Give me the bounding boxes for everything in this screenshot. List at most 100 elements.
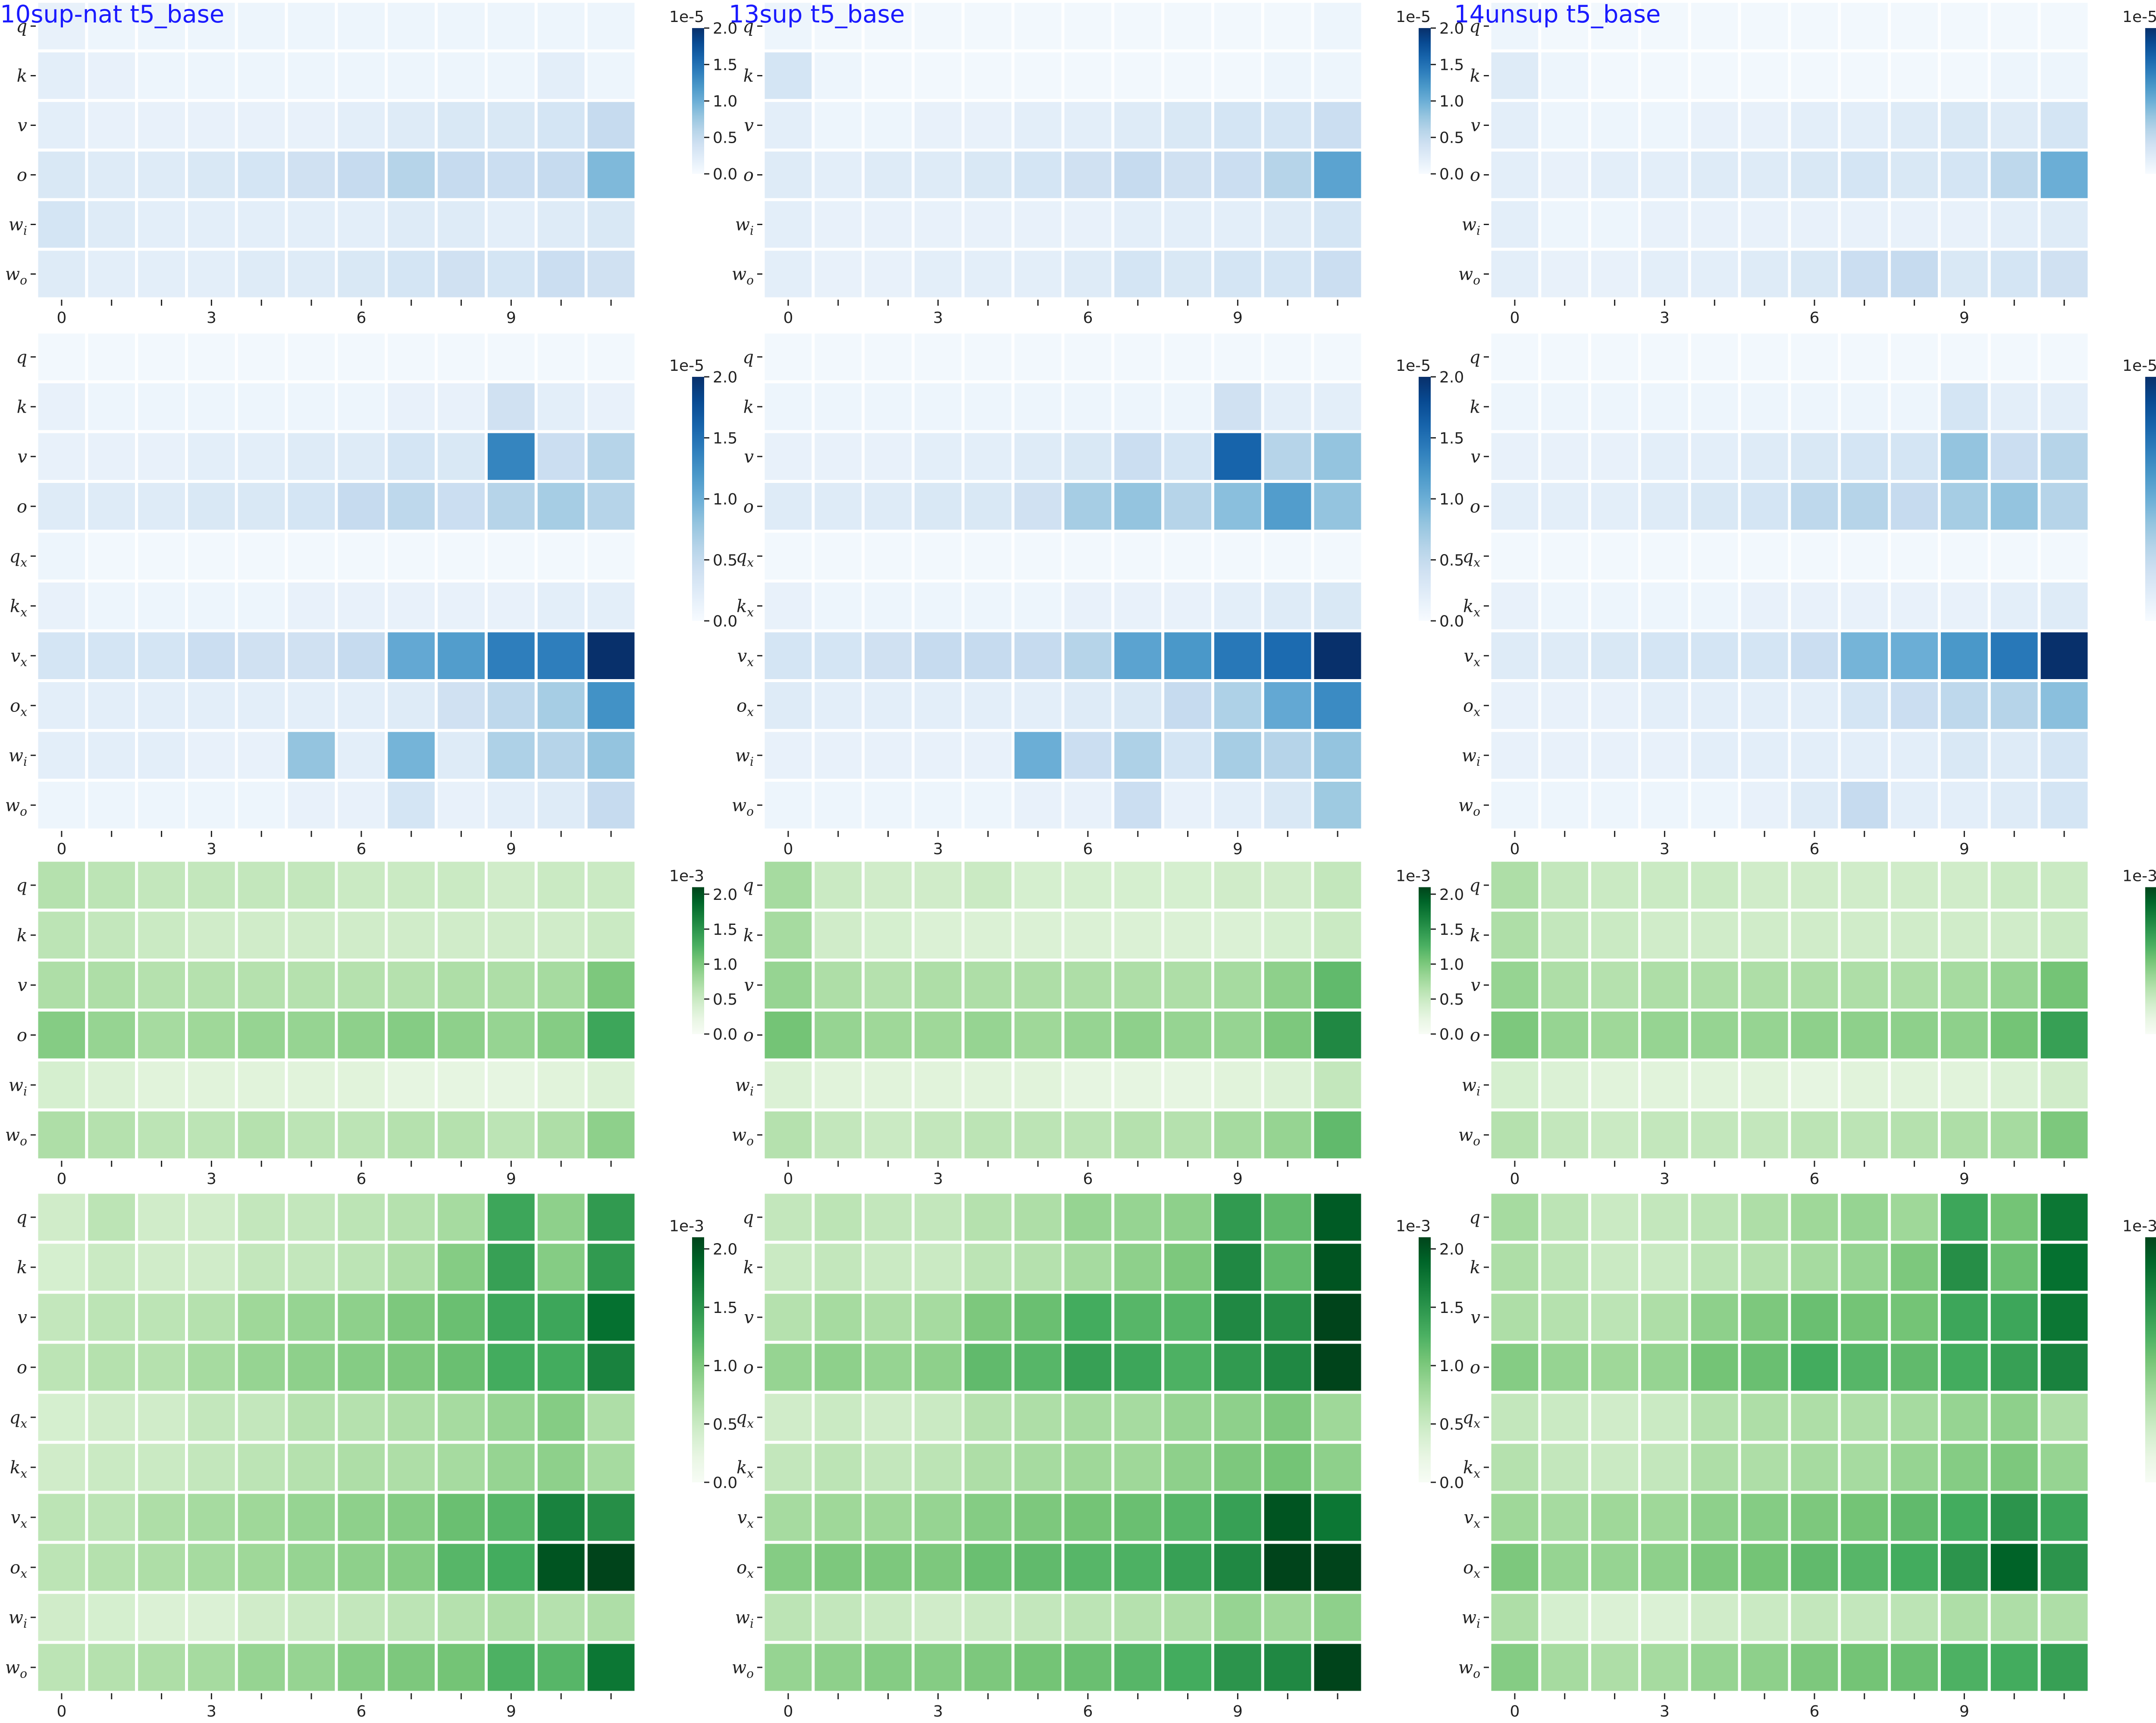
y-tick-label: kx <box>736 1458 754 1481</box>
heatmap-cell <box>534 1190 588 1244</box>
heatmap-cell <box>1211 380 1264 433</box>
colorbar-tick-label: 1.5 <box>1439 429 1464 447</box>
heatmap-cell <box>761 1491 815 1544</box>
heatmap-cell <box>1738 1190 1791 1244</box>
y-tick-label: v <box>17 447 27 467</box>
heatmap-cell <box>1061 1441 1115 1494</box>
heatmap-cell <box>1688 99 1741 152</box>
colorbar-scale-label: 1e-5 <box>2122 8 2156 26</box>
heatmap-cell <box>1111 1441 1165 1494</box>
heatmap-cell <box>185 679 238 732</box>
heatmap-cell <box>1688 480 1741 533</box>
heatmap-cell <box>1938 1291 1991 1344</box>
heatmap-cell <box>335 529 388 583</box>
heatmap-cell <box>235 959 288 1012</box>
y-tick-label: wi <box>9 1075 27 1098</box>
heatmap-cell <box>961 779 1015 832</box>
y-tick-label: wo <box>5 796 27 818</box>
heatmap-cell <box>35 1058 88 1112</box>
heatmap-cell <box>1838 779 1891 832</box>
heatmap-cell <box>912 0 965 53</box>
heatmap-cell <box>761 380 815 433</box>
heatmap-cell <box>485 1341 538 1394</box>
y-tick-label: wi <box>735 1608 754 1631</box>
y-tick-label: vx <box>737 1508 754 1531</box>
heatmap-cell <box>961 1009 1015 1062</box>
heatmap-cell <box>1111 1190 1165 1244</box>
heatmap-cell <box>1838 1641 1891 1694</box>
heatmap-cell <box>1588 779 1642 832</box>
heatmap-cell <box>862 148 915 201</box>
heatmap-cell <box>1888 858 1941 912</box>
heatmap-cell <box>961 1241 1015 1294</box>
heatmap-cell <box>912 1391 965 1444</box>
heatmap-cell <box>1788 908 1841 962</box>
heatmap-cell <box>185 908 238 962</box>
heatmap-cell <box>1061 1009 1115 1062</box>
y-tick-label: vx <box>737 646 754 669</box>
heatmap-cell <box>1011 480 1065 533</box>
heatmap-cell <box>862 529 915 583</box>
heatmap-cell <box>534 1291 588 1344</box>
heatmap-cell <box>1638 1291 1691 1344</box>
heatmap-cell <box>1488 49 1542 102</box>
heatmap-cell <box>135 1108 188 1162</box>
heatmap-cell <box>435 0 488 53</box>
colorbar <box>2145 887 2156 1034</box>
heatmap-panel-row1-col1: q k v o wi wo 0 3 6 9 0.0 0.5 1.0 1.5 2.0 1e-5 <box>5 0 737 327</box>
heatmap-cell <box>35 858 88 912</box>
heatmap-cell <box>2037 148 2091 201</box>
colorbar-scale-label: 1e-3 <box>2122 868 2156 885</box>
heatmap-cell <box>1161 959 1215 1012</box>
heatmap-cell <box>435 1190 488 1244</box>
heatmap-cell <box>485 1108 538 1162</box>
heatmap-cell <box>1488 959 1542 1012</box>
heatmap-cell <box>35 629 88 682</box>
heatmap-cell <box>534 1441 588 1494</box>
heatmap-cell <box>1311 1058 1364 1112</box>
y-tick-label: vx <box>11 1508 28 1531</box>
heatmap-cell <box>185 330 238 383</box>
heatmap-cell <box>1588 1241 1642 1294</box>
heatmap-cell <box>135 959 188 1012</box>
heatmap-cell <box>1488 1009 1542 1062</box>
heatmap-cell <box>1211 1541 1264 1594</box>
heatmap-cell <box>1488 629 1542 682</box>
heatmap-cell <box>761 1641 815 1694</box>
colorbar-tick-label: 2.0 <box>1439 20 1464 38</box>
heatmap-cell <box>1311 1341 1364 1394</box>
heatmap-cell <box>1838 1291 1891 1344</box>
heatmap-cell <box>1211 1341 1264 1394</box>
heatmap-cell <box>534 1009 588 1062</box>
heatmap-cell <box>335 1391 388 1444</box>
heatmap-cell <box>1788 430 1841 483</box>
heatmap-cell <box>335 729 388 782</box>
col-title-1: 10sup-nat t5_base <box>0 0 224 28</box>
heatmap-cell <box>85 529 138 583</box>
heatmap-cell <box>1888 580 1941 633</box>
heatmap-cell <box>1688 580 1741 633</box>
heatmap-cell <box>1488 1241 1542 1294</box>
colorbar-scale-label: 1e-5 <box>669 357 704 375</box>
heatmap-cell <box>1311 1391 1364 1444</box>
heatmap-cell <box>1011 908 1065 962</box>
heatmap-cell <box>862 580 915 633</box>
colorbar <box>692 376 704 621</box>
heatmap-cell <box>1011 1058 1065 1112</box>
heatmap-cell <box>1538 1009 1592 1062</box>
x-tick-label: 0 <box>56 309 66 327</box>
heatmap-cell <box>961 959 1015 1012</box>
heatmap-cell <box>1838 99 1891 152</box>
heatmap-cell <box>1061 99 1115 152</box>
colorbar <box>692 887 704 1034</box>
heatmap-cell <box>761 1190 815 1244</box>
heatmap-cell <box>1638 1108 1691 1162</box>
heatmap-cell <box>485 99 538 152</box>
heatmap-cell <box>2037 330 2091 383</box>
heatmap-cell <box>1588 1491 1642 1544</box>
heatmap-cell <box>912 1009 965 1062</box>
y-tick-label: qx <box>9 1408 28 1431</box>
heatmap-cell <box>961 247 1015 301</box>
